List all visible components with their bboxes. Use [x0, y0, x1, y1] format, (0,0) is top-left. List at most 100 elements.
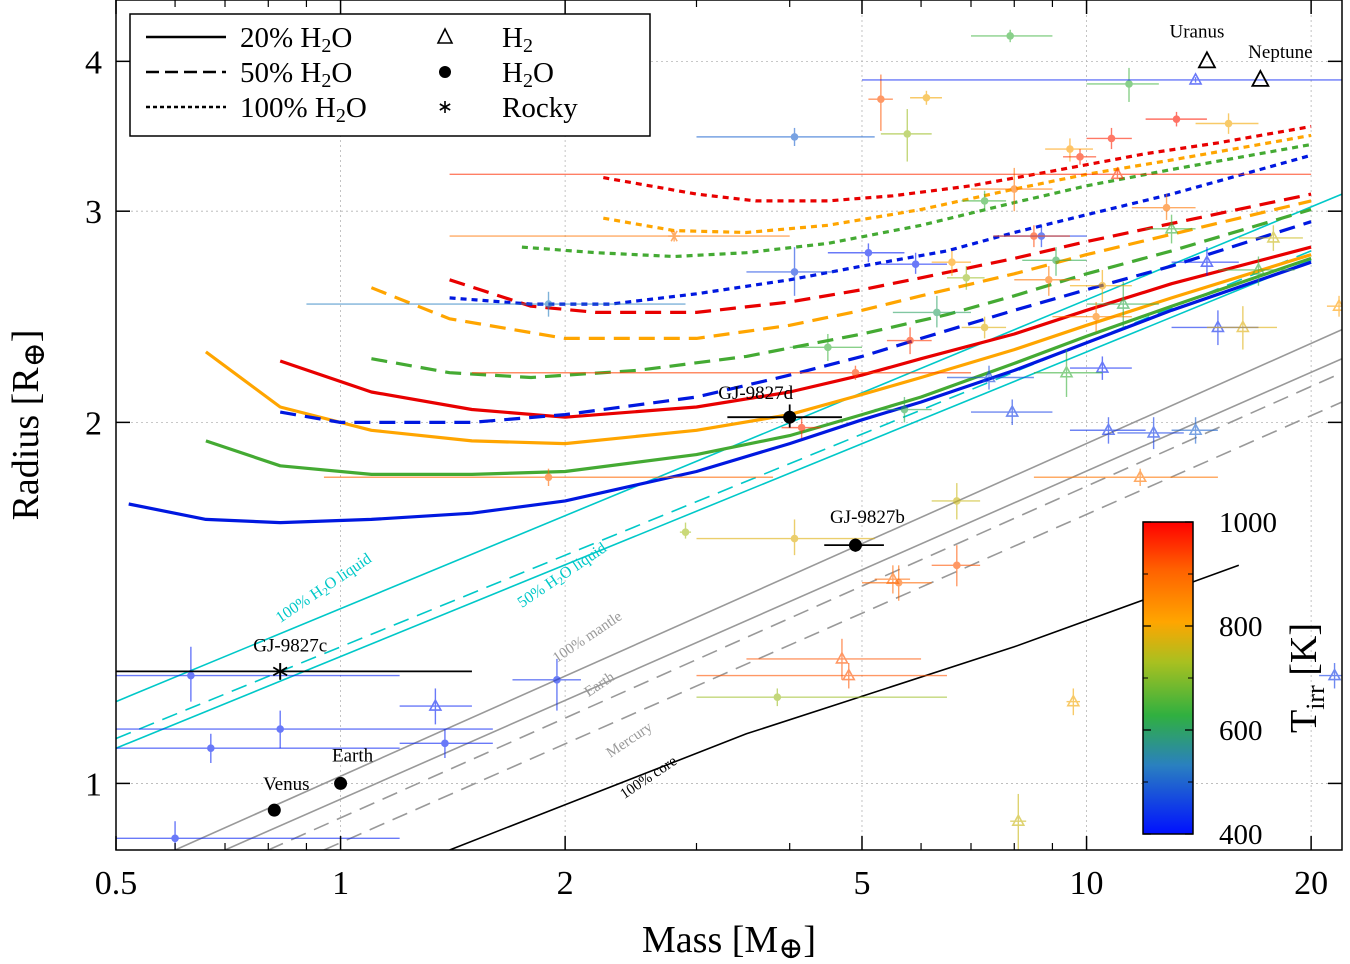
- x-tick-label: 0.5: [95, 865, 138, 902]
- marker-triangle: [1133, 469, 1148, 483]
- marker-triangle: [1101, 422, 1116, 436]
- exoplanet-point: [1117, 417, 1184, 450]
- marker-triangle: [841, 667, 856, 681]
- named-point-label: Earth: [332, 745, 374, 766]
- marker-circle: [544, 473, 553, 482]
- exoplanet-point: [880, 109, 932, 162]
- marker-circle: [1098, 281, 1107, 290]
- colorbar-tick-label: 1000: [1219, 507, 1277, 539]
- marker-circle: [1010, 185, 1019, 193]
- exoplanet-point: [971, 29, 1053, 43]
- exoplanet-point: [679, 522, 692, 539]
- marker-triangle: [1188, 422, 1203, 436]
- model-curve: [449, 192, 1312, 314]
- marker-circle: [1030, 232, 1038, 240]
- reference-line: [449, 564, 1240, 850]
- exoplanet-point: [1195, 113, 1259, 134]
- colorbar-tick-label: 800: [1219, 611, 1263, 643]
- exoplanet-point: [880, 252, 947, 274]
- exoplanet-point: [861, 72, 1342, 85]
- exoplanet-point: [1217, 256, 1295, 286]
- exoplanet-point: [1033, 349, 1103, 397]
- exoplanet-point: [946, 365, 1034, 390]
- exoplanet-point: [449, 166, 1312, 180]
- exoplanet-point: [874, 565, 911, 594]
- marker-triangle: [1164, 221, 1179, 234]
- y-tick-label: 3: [85, 194, 102, 231]
- legend-marker-label: Rocky: [502, 92, 578, 124]
- plot-frame: [115, 0, 1343, 851]
- marker-triangle: [1066, 693, 1081, 707]
- model-curve: [205, 256, 1312, 476]
- exoplanet-point: [471, 365, 972, 380]
- exoplanet-point: [696, 688, 947, 707]
- exoplanet-point: [1069, 356, 1132, 380]
- colorbar-tick-label: 400: [1219, 819, 1263, 851]
- marker-circle: [1066, 145, 1074, 153]
- marker-circle: [1125, 80, 1133, 88]
- marker-circle: [544, 300, 553, 308]
- line-label: 100% core: [617, 753, 680, 803]
- marker-circle: [1092, 312, 1100, 321]
- exoplanet-point: [1171, 247, 1239, 276]
- exoplanet-point: [1069, 269, 1132, 303]
- named-marker-circle: [334, 776, 348, 790]
- exoplanet-point: [1238, 225, 1303, 251]
- marker-triangle: [886, 571, 900, 585]
- exoplanet-point: [971, 399, 1053, 425]
- exoplanet-point: [306, 291, 686, 317]
- marker-circle: [864, 248, 873, 257]
- exoplanet-point: [971, 167, 1053, 212]
- exoplanet-point: [696, 663, 947, 689]
- exoplanet-point: [399, 729, 493, 759]
- grid-lines: [115, 0, 1342, 850]
- exoplanet-point: [1206, 306, 1277, 350]
- line-label: 100% mantle: [550, 608, 625, 666]
- marker-circle: [441, 739, 449, 748]
- named-marker-triangle: [1197, 50, 1217, 69]
- marker-triangle: [428, 698, 443, 711]
- marker-triangle: [1235, 319, 1250, 333]
- marker-circle: [276, 725, 284, 733]
- legend-line-label: 50% H2O: [240, 57, 352, 92]
- named-point: GJ-9827d: [718, 383, 842, 428]
- reference-line: [224, 357, 1342, 850]
- model-curve: [371, 207, 1312, 380]
- exoplanet-points: [116, 29, 1342, 850]
- colorbar-label: Tirr [K]: [1283, 623, 1330, 733]
- exoplanet-point: [789, 333, 862, 362]
- model-curve: [279, 245, 1312, 419]
- named-point: Venus: [263, 774, 310, 817]
- exoplanet-point: [1131, 194, 1196, 220]
- exoplanet-point: [449, 230, 790, 242]
- named-marker-triangle: [1250, 68, 1270, 87]
- exoplanet-point: [1022, 247, 1087, 276]
- marker-triangle: [1200, 254, 1214, 268]
- marker-circle: [553, 676, 561, 684]
- named-point-label: GJ-9827c: [253, 635, 327, 656]
- model-curves: [128, 124, 1312, 525]
- marker-circle: [877, 95, 885, 103]
- colorbar-tick-label: 600: [1219, 715, 1263, 747]
- marker-triangle: [1251, 262, 1266, 275]
- marker-circle: [207, 744, 215, 752]
- legend-marker-triangle: [436, 27, 454, 44]
- model-curve: [279, 220, 1312, 424]
- marker-circle: [790, 268, 799, 276]
- line-label: 50% H2O liquid: [515, 540, 611, 614]
- marker-circle: [1162, 203, 1171, 212]
- exoplanet-point: [116, 710, 493, 749]
- named-point: GJ-9827c: [116, 635, 472, 680]
- exoplanet-point: [1319, 663, 1342, 689]
- y-tick-label: 1: [85, 766, 102, 803]
- exoplanet-point: [993, 225, 1070, 248]
- marker-circle: [911, 260, 920, 268]
- marker-circle: [962, 273, 971, 282]
- legend-marker-label: H2O: [502, 57, 554, 92]
- marker-circle: [790, 133, 799, 141]
- named-point-label: Neptune: [1248, 42, 1312, 63]
- x-tick-label: 20: [1294, 865, 1328, 902]
- exoplanet-point: [1086, 127, 1132, 150]
- model-curve: [603, 124, 1312, 203]
